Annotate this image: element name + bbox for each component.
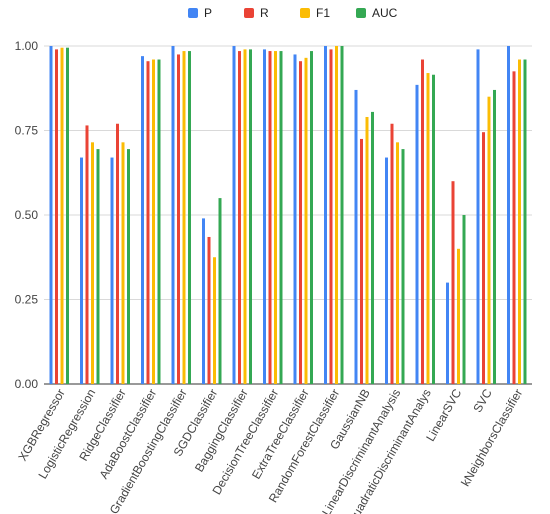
bar-f1-logisticregression	[91, 142, 94, 384]
bar-r-xgbregressor	[55, 49, 58, 384]
bar-f1-randomforestclassifier	[335, 46, 338, 384]
bar-auc-adaboostclassifier	[157, 59, 161, 385]
bar-r-logisticregression	[85, 125, 89, 385]
bar-p-quadraticdiscriminantanalys	[415, 84, 419, 385]
bar-r-gaussiannb	[360, 138, 363, 384]
bar-r-lineardiscriminantanalysis	[390, 123, 394, 385]
bar-f1-gradientboostingclassifier	[182, 51, 186, 384]
legend-item-p[interactable]: P	[188, 6, 212, 20]
bar-p-extratreeclassifier	[293, 54, 297, 384]
bar-p-adaboostclassifier	[141, 56, 144, 384]
bar-auc-xgbregressor	[66, 47, 69, 384]
bar-p-baggingclassifier	[232, 46, 236, 384]
bar-f1-linearsvc	[457, 248, 460, 384]
bar-auc-extratreeclassifier	[310, 51, 313, 384]
legend-label: P	[204, 6, 212, 20]
legend-item-auc[interactable]: AUC	[356, 6, 398, 20]
bar-p-randomforestclassifier	[324, 46, 327, 384]
bar-f1-quadraticdiscriminantanalys	[426, 73, 430, 384]
y-tick-label: 1.00	[15, 39, 39, 53]
bar-r-linearsvc	[451, 181, 455, 384]
x-tick-label: SVC	[470, 386, 495, 415]
y-tick-label: 0.50	[15, 208, 39, 222]
bar-auc-gaussiannb	[371, 111, 374, 384]
bar-auc-gradientboostingclassifier	[188, 51, 191, 384]
legend-swatch	[300, 8, 310, 18]
bar-p-sgdclassifier	[202, 218, 205, 384]
bar-p-logisticregression	[80, 157, 83, 384]
legend[interactable]: P R F1 AUC	[188, 6, 398, 20]
y-tick-label: 0.25	[15, 293, 39, 307]
bar-auc-ridgeclassifier	[127, 149, 130, 384]
bar-auc-decisiontreeclassifier	[279, 51, 283, 384]
x-tick-label: kNeighborsClassifier	[458, 387, 525, 489]
bar-r-sgdclassifier	[207, 236, 211, 384]
bar-marks	[49, 46, 527, 385]
bar-f1-extratreeclassifier	[304, 57, 308, 385]
bar-auc-randomforestclassifier	[340, 46, 344, 384]
legend-item-f1[interactable]: F1	[300, 6, 330, 20]
bar-r-decisiontreeclassifier	[268, 51, 272, 384]
bar-r-extratreeclassifier	[299, 61, 302, 385]
legend-label: R	[260, 6, 269, 20]
bar-f1-decisiontreeclassifier	[274, 51, 277, 384]
y-tick-label: 0.75	[15, 124, 39, 138]
bar-f1-kneighborsclassifier	[518, 59, 521, 385]
bar-r-gradientboostingclassifier	[177, 54, 180, 384]
bar-f1-sgdclassifier	[213, 257, 216, 384]
bar-r-ridgeclassifier	[116, 123, 119, 385]
bar-auc-linearsvc	[462, 215, 466, 384]
y-axis-ticks: 0.00 0.25 0.50 0.75 1.00	[15, 39, 39, 391]
legend-label: F1	[316, 6, 330, 20]
bar-auc-kneighborsclassifier	[523, 59, 527, 385]
legend-swatch	[188, 8, 198, 18]
bar-p-decisiontreeclassifier	[263, 49, 266, 384]
bar-f1-lineardiscriminantanalysis	[396, 142, 399, 384]
y-tick-label: 0.00	[15, 377, 39, 391]
bar-f1-gaussiannb	[365, 116, 369, 384]
bar-auc-baggingclassifier	[249, 49, 252, 384]
bar-r-kneighborsclassifier	[512, 71, 516, 384]
bar-r-randomforestclassifier	[329, 49, 333, 384]
bar-p-xgbregressor	[49, 46, 53, 384]
bar-auc-svc	[493, 89, 496, 384]
bar-f1-baggingclassifier	[243, 49, 247, 384]
legend-swatch	[244, 8, 254, 18]
bar-p-gradientboostingclassifier	[171, 46, 175, 384]
bar-p-kneighborsclassifier	[507, 46, 510, 384]
bar-p-ridgeclassifier	[110, 157, 114, 384]
bar-r-baggingclassifier	[238, 51, 241, 384]
legend-label: AUC	[372, 6, 398, 20]
bar-r-quadraticdiscriminantanalys	[421, 59, 424, 385]
bar-auc-quadraticdiscriminantanalys	[432, 74, 435, 384]
bar-f1-adaboostclassifier	[152, 59, 155, 385]
x-axis-ticks: XGBRegressorLogisticRegressionRidgeClass…	[15, 386, 525, 514]
bar-r-adaboostclassifier	[146, 61, 150, 385]
bar-f1-svc	[487, 96, 491, 384]
legend-item-r[interactable]: R	[244, 6, 269, 20]
bar-auc-sgdclassifier	[218, 198, 222, 384]
bar-auc-logisticregression	[96, 149, 100, 384]
y-gridlines	[44, 45, 532, 385]
bar-p-svc	[476, 49, 480, 384]
bar-f1-ridgeclassifier	[121, 142, 125, 384]
legend-swatch	[356, 8, 366, 18]
bar-p-lineardiscriminantanalysis	[385, 157, 388, 384]
bar-p-linearsvc	[446, 282, 449, 384]
bar-auc-lineardiscriminantanalysis	[401, 149, 405, 384]
bar-r-svc	[482, 132, 485, 384]
bar-p-gaussiannb	[354, 89, 358, 384]
bar-f1-xgbregressor	[60, 47, 64, 384]
